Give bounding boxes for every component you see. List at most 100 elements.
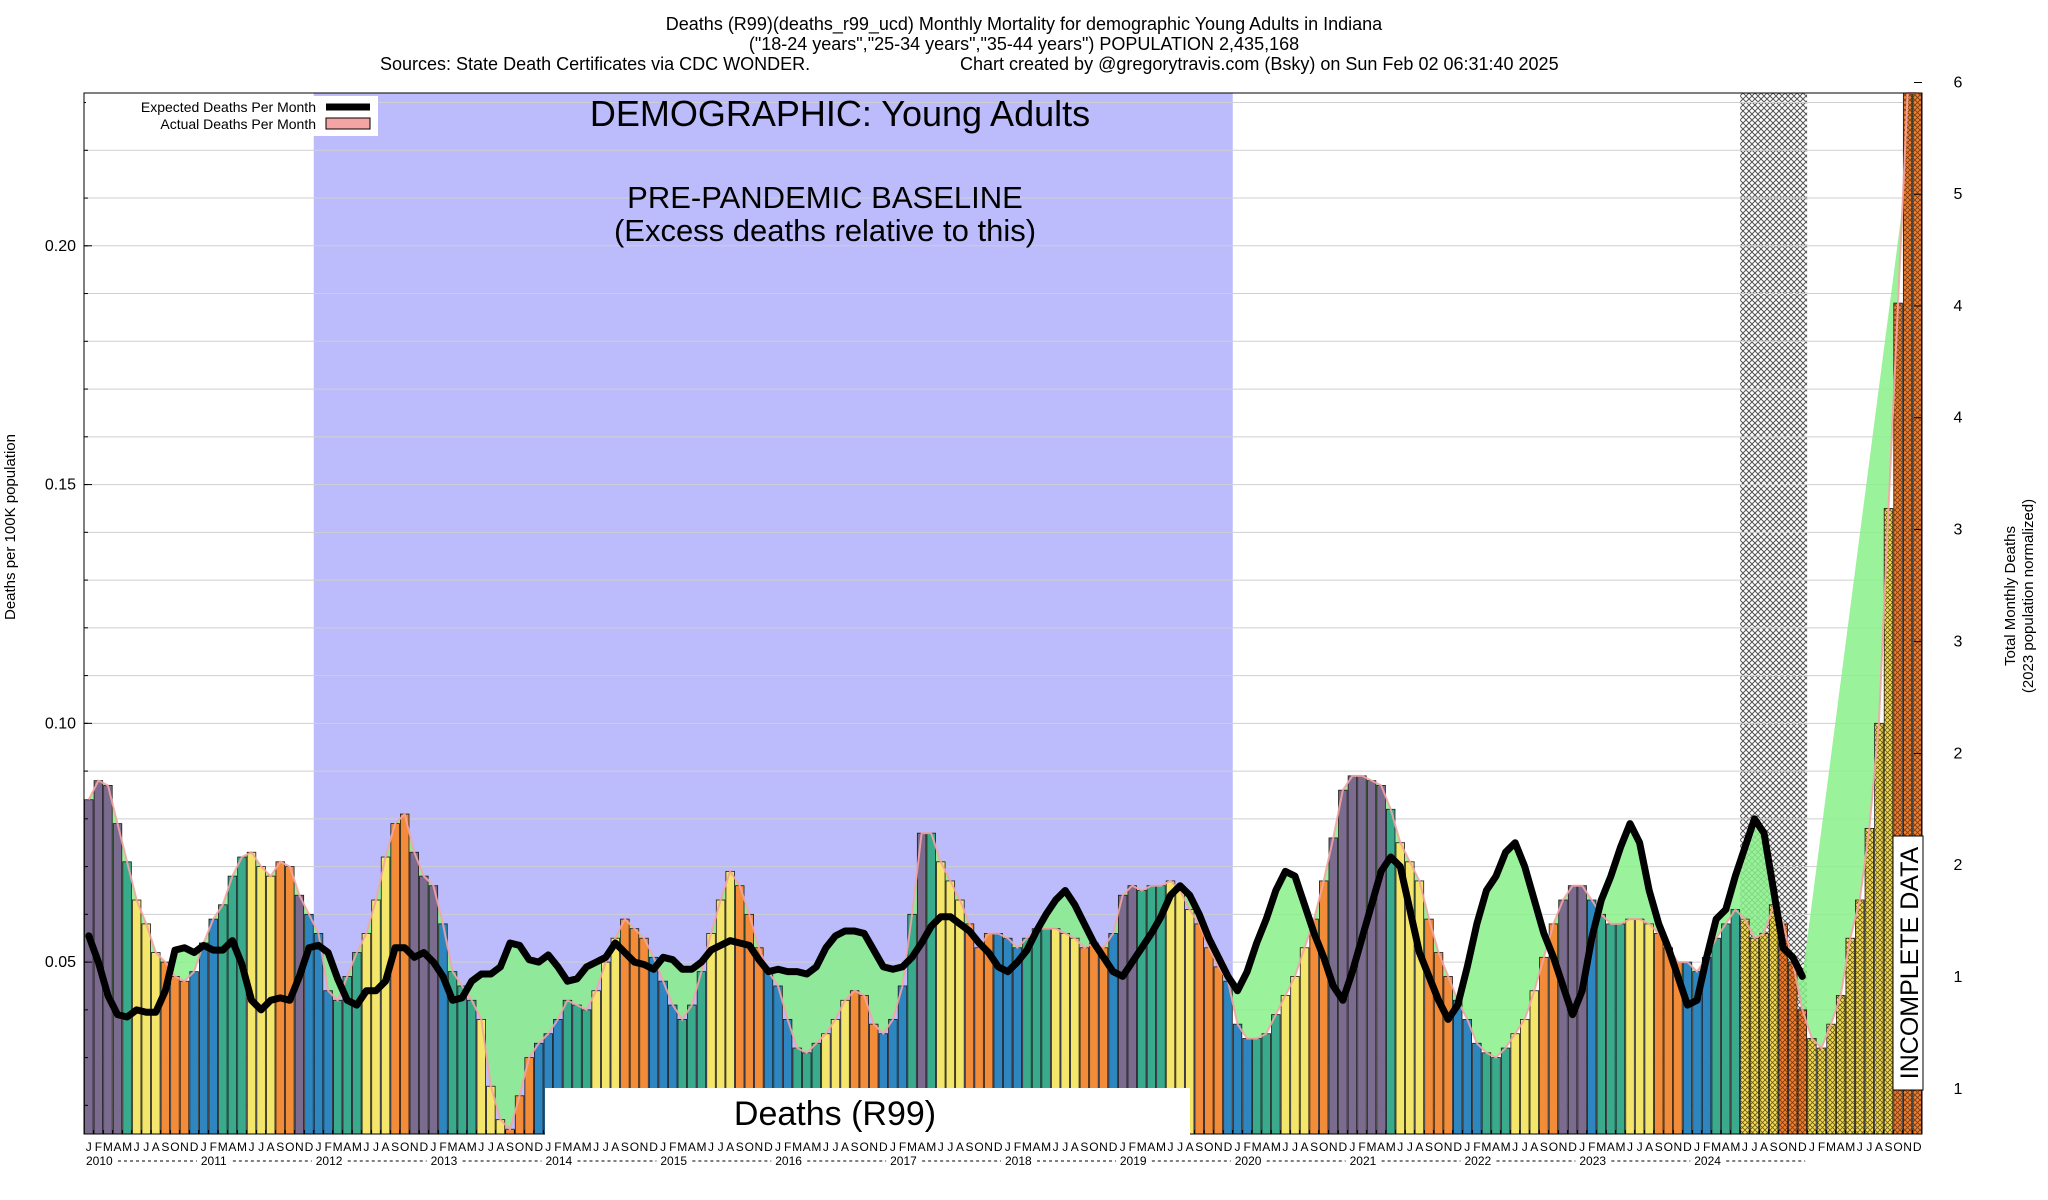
actual-bar [1510, 1033, 1520, 1135]
x-month-label: O [400, 1140, 409, 1154]
incomplete-data-box: INCOMPLETE DATA [1892, 835, 1924, 1091]
x-month-label: A [228, 1140, 236, 1154]
x-year-label: 2022 [1465, 1154, 1492, 1168]
x-month-label: J [1464, 1140, 1470, 1154]
x-month-label: J [1168, 1140, 1174, 1154]
x-month-label: O [1893, 1140, 1902, 1154]
x-month-label: M [1252, 1140, 1262, 1154]
baseline-note: (Excess deaths relative to this) [614, 213, 1036, 248]
x-month-label: A [113, 1140, 121, 1154]
x-month-label: N [525, 1140, 534, 1154]
x-year-label: 2021 [1350, 1154, 1377, 1168]
x-month-label: A [1415, 1140, 1423, 1154]
x-month-label: J [1694, 1140, 1700, 1154]
incomplete-data-label: INCOMPLETE DATA [1896, 846, 1924, 1079]
x-year-label: 2024 [1694, 1154, 1721, 1168]
x-month-label: S [621, 1140, 629, 1154]
actual-bar [1721, 923, 1731, 1135]
actual-bar [390, 823, 400, 1135]
legend-actual-label: Actual Deaths Per Month [160, 116, 316, 132]
x-month-label: J [1579, 1140, 1585, 1154]
x-month-label: J [1857, 1140, 1863, 1154]
x-month-label: O [515, 1140, 524, 1154]
actual-bar [170, 976, 180, 1135]
x-month-label: A [1875, 1140, 1883, 1154]
x-month-label: O [1319, 1140, 1328, 1154]
grid-layer [84, 102, 1922, 1106]
actual-bar [84, 799, 94, 1135]
y2-tick-label: 1 [1954, 1081, 1963, 1098]
actual-bar [131, 899, 142, 1135]
actual-bar [1634, 918, 1645, 1135]
x-month-label: J [201, 1140, 207, 1154]
x-month-label: J [86, 1140, 92, 1154]
actual-bar [1261, 1033, 1271, 1135]
x-month-label: A [1645, 1140, 1653, 1154]
x-month-label: J [1005, 1140, 1011, 1154]
actual-bar [352, 952, 362, 1135]
x-month-label: O [1779, 1140, 1788, 1154]
x-month-label: J [823, 1140, 829, 1154]
x-month-label: J [1751, 1140, 1757, 1154]
x-month-label: J [1637, 1140, 1643, 1154]
actual-bar [1213, 966, 1224, 1135]
x-month-label: J [143, 1140, 149, 1154]
x-month-label: M [448, 1140, 458, 1154]
x-month-label: N [984, 1140, 993, 1154]
x-month-label: J [134, 1140, 140, 1154]
baseline-period-shade [313, 93, 1233, 1134]
x-month-label: J [1512, 1140, 1518, 1154]
actual-bar [1768, 904, 1779, 1135]
expected-deaths-line [85, 815, 1806, 1023]
x-year-label: 2011 [201, 1154, 227, 1168]
x-month-label: O [860, 1140, 869, 1154]
x-month-label: M [1022, 1140, 1032, 1154]
x-month-label: S [1080, 1140, 1088, 1154]
actual-bar [419, 875, 429, 1135]
x-month-label: J [316, 1140, 322, 1154]
actual-bar [1835, 995, 1846, 1135]
actual-bar [1232, 1023, 1243, 1135]
x-month-label: D [994, 1140, 1003, 1154]
chart-subtitle: ("18-24 years","25-34 years","35-44 year… [748, 34, 1300, 54]
actual-bar [1194, 923, 1204, 1135]
actual-bar [1539, 956, 1549, 1135]
x-month-label: A [1147, 1140, 1155, 1154]
x-month-label: A [496, 1140, 504, 1154]
x-month-label: M [677, 1140, 687, 1154]
actual-bar [1740, 918, 1750, 1135]
x-month-label: N [869, 1140, 878, 1154]
actual-bar [1414, 880, 1425, 1135]
actual-bar [1299, 947, 1310, 1135]
actual-bar [332, 999, 343, 1135]
x-month-label: A [1760, 1140, 1768, 1154]
x-month-label: D [1913, 1140, 1922, 1154]
x-month-label: A [841, 1140, 849, 1154]
x-month-label: A [918, 1140, 926, 1154]
x-month-label: J [363, 1140, 369, 1154]
x-month-label: F [1358, 1140, 1365, 1154]
actual-bar [1874, 722, 1884, 1135]
x-month-label: A [1071, 1140, 1079, 1154]
actual-bar [514, 1095, 525, 1135]
actual-bar [1663, 947, 1674, 1135]
actual-bar [1472, 1042, 1482, 1135]
x-month-label: O [745, 1140, 754, 1154]
actual-bar [1797, 1009, 1808, 1135]
x-month-label: O [630, 1140, 639, 1154]
actual-bar [1481, 1052, 1492, 1135]
x-month-label: J [947, 1140, 953, 1154]
y2-tick-label: 1 [1954, 969, 1963, 986]
x-month-label: F [899, 1140, 906, 1154]
actual-bar [1223, 980, 1233, 1135]
actual-bar [189, 971, 199, 1135]
actual-bar [1788, 961, 1798, 1135]
x-month-label: F [554, 1140, 561, 1154]
x-month-label: A [152, 1140, 160, 1154]
x-year-label: 2010 [86, 1154, 113, 1168]
actual-bar [1816, 1047, 1827, 1135]
x-month-label: M [333, 1140, 343, 1154]
y-tick-label: 0.20 [45, 238, 76, 255]
x-month-label: N [1903, 1140, 1912, 1154]
x-year-label: 2017 [890, 1154, 917, 1168]
